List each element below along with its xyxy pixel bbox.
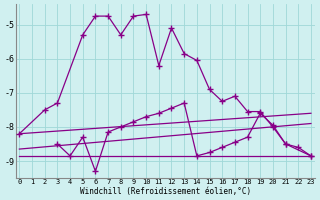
X-axis label: Windchill (Refroidissement éolien,°C): Windchill (Refroidissement éolien,°C) (80, 187, 251, 196)
